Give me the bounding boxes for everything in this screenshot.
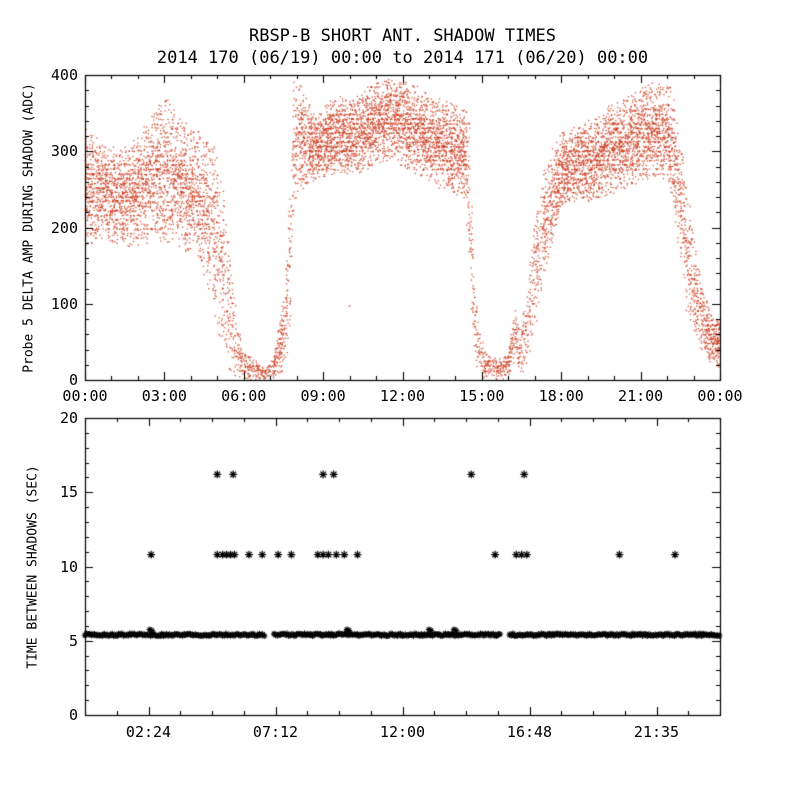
y-tick-label: 15: [59, 483, 78, 502]
x-tick-label: 12:00: [379, 387, 426, 405]
y-tick-label: 10: [59, 557, 78, 576]
chart-title: RBSP-B SHORT ANT. SHADOW TIMES: [248, 26, 557, 46]
x-tick-label: 16:48: [506, 723, 553, 741]
x-tick-label: 18:00: [538, 387, 584, 405]
x-tick-label: 21:00: [618, 387, 664, 405]
chart-subtitle: 2014 170 (06/19) 00:00 to 2014 171 (06/2…: [156, 48, 649, 68]
y-tick-label: 300: [50, 142, 78, 161]
x-tick-label: 15:00: [459, 387, 505, 405]
x-tick-label: 12:00: [379, 723, 426, 741]
x-tick-label: 06:00: [221, 387, 267, 405]
y-tick-label: 100: [50, 294, 78, 313]
x-tick-label: 00:00: [62, 387, 108, 405]
y-tick-label: 200: [50, 218, 78, 237]
y-tick-label: 0: [68, 371, 78, 389]
x-tick-label: 21:35: [633, 723, 680, 741]
x-tick-label: 07:12: [252, 723, 299, 741]
y-tick-label: 5: [68, 631, 78, 650]
x-tick-label: 00:00: [697, 387, 743, 405]
y-tick-label: 20: [59, 409, 78, 427]
y-tick-label: 0: [68, 706, 78, 724]
x-tick-label: 02:24: [125, 723, 172, 741]
y-tick-label: 400: [50, 66, 78, 84]
x-tick-label: 03:00: [141, 387, 187, 405]
x-tick-label: 09:00: [300, 387, 346, 405]
